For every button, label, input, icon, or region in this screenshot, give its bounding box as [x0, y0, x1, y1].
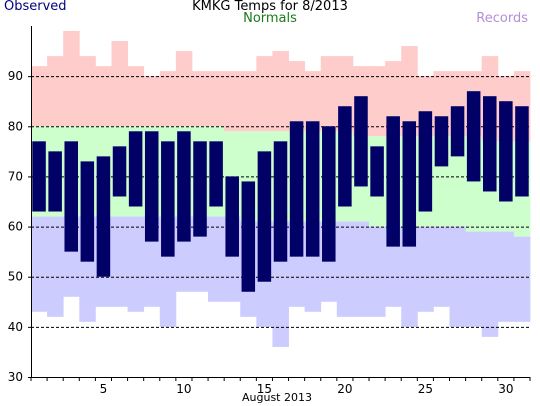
observed-bar [225, 176, 239, 257]
record-low-band [369, 226, 386, 317]
record-low-band [481, 231, 499, 337]
y-tick-label: 30 [8, 370, 23, 384]
record-low-band [352, 221, 370, 317]
record-high-band [95, 66, 112, 127]
record-low-band [111, 216, 128, 307]
observed-bar [499, 101, 513, 202]
record-high-band [224, 71, 241, 132]
record-low-band [497, 231, 515, 322]
observed-bar [177, 131, 191, 242]
record-high-band [272, 51, 289, 132]
observed-bar [354, 96, 368, 187]
observed-bar [64, 141, 79, 252]
y-tick-label: 90 [8, 69, 23, 83]
observed-bar [241, 181, 256, 292]
observed-bar [418, 111, 433, 212]
legend-normals: Normals [243, 11, 297, 26]
observed-bar [322, 126, 336, 262]
observed-bar [466, 91, 481, 182]
observed-bar [209, 141, 223, 207]
y-tick-label: 80 [8, 119, 23, 133]
observed-bar [370, 146, 384, 197]
x-tick-label: 5 [100, 382, 108, 396]
observed-bars-layer [32, 91, 529, 292]
normal-band [449, 136, 467, 227]
observed-bar [32, 141, 46, 212]
observed-bar [161, 141, 175, 257]
y-tick-label: 50 [8, 270, 23, 284]
record-high-band [369, 66, 386, 137]
x-tick-label: 10 [176, 382, 191, 396]
chart-title: KMKG Temps for 8/2013 [192, 0, 348, 14]
record-high-band [127, 66, 145, 127]
record-high-band [320, 56, 338, 132]
record-high-band [111, 41, 128, 127]
record-low-band [208, 216, 225, 302]
record-high-band [31, 66, 48, 127]
y-tick-label: 40 [8, 320, 23, 334]
observed-bar [48, 151, 62, 212]
observed-bar [289, 121, 304, 257]
observed-bar [434, 116, 449, 167]
record-high-band [256, 56, 273, 132]
record-low-band [401, 226, 418, 327]
y-tick-label: 70 [8, 169, 23, 183]
observed-bar [96, 156, 111, 277]
record-high-band [288, 61, 306, 132]
axes-layer: 30 40 50 60 70 80 90 5 10 15 20 25 30 [8, 26, 531, 396]
record-high-band [304, 71, 322, 132]
record-high-band [401, 46, 418, 137]
record-high-band [47, 56, 64, 127]
record-high-band [79, 56, 96, 127]
observed-bar [193, 141, 207, 237]
record-high-band [191, 71, 209, 127]
record-low-band [433, 226, 450, 307]
record-high-band [143, 76, 161, 127]
record-high-band [159, 71, 177, 127]
record-low-band [513, 236, 531, 322]
observed-bar [257, 151, 272, 282]
record-low-band [417, 226, 434, 312]
legend-observed: Observed [4, 0, 67, 14]
y-tick-label: 60 [8, 220, 23, 234]
x-tick-label: 30 [498, 382, 513, 396]
legend-records: Records [476, 11, 528, 26]
record-high-band [240, 71, 257, 132]
observed-bar [450, 106, 465, 157]
record-low-band [47, 216, 64, 317]
x-tick-label: 20 [337, 382, 352, 396]
observed-bar [402, 121, 417, 247]
record-low-band [31, 216, 48, 312]
record-low-band [336, 221, 354, 317]
observed-bar [144, 131, 159, 242]
observed-bar [128, 131, 143, 207]
record-high-band [208, 71, 225, 127]
record-low-band [465, 231, 483, 327]
observed-bar [515, 106, 529, 197]
x-tick-label: 15 [257, 382, 272, 396]
record-low-band [127, 216, 145, 312]
x-tick-label: 25 [418, 382, 433, 396]
observed-bar [305, 121, 320, 257]
observed-bar [112, 146, 127, 197]
observed-bar [273, 141, 288, 262]
observed-bar [338, 106, 352, 207]
record-high-band [175, 51, 193, 127]
observed-bar [482, 96, 497, 192]
record-high-band [63, 31, 80, 127]
observed-bar [80, 161, 95, 262]
observed-bar [386, 116, 400, 247]
x-axis-label: August 2013 [242, 391, 312, 404]
